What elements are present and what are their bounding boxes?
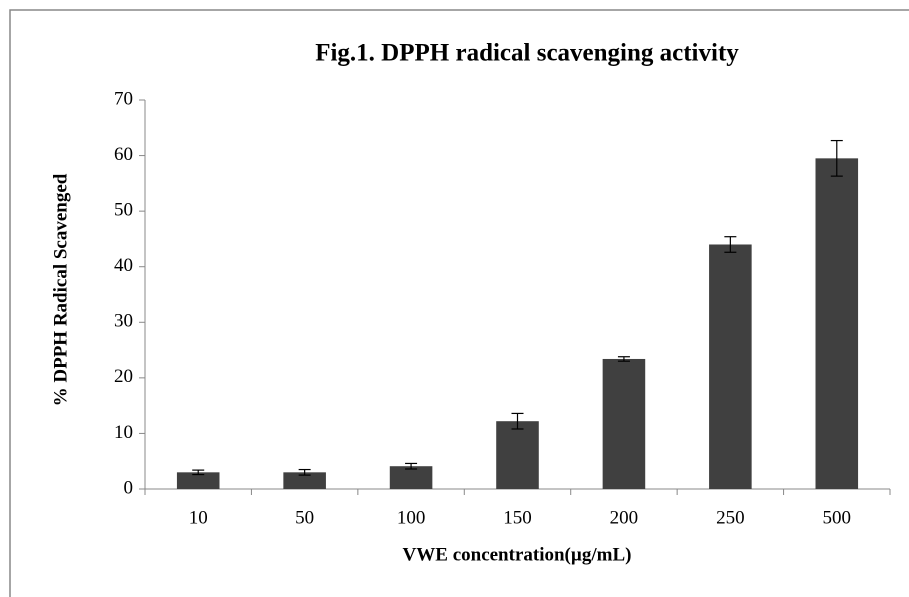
bar: [283, 472, 326, 489]
y-tick-label: 0: [124, 477, 134, 498]
y-tick-label: 70: [114, 88, 133, 109]
bar: [602, 358, 646, 489]
x-tick-label: 50: [295, 507, 314, 528]
y-tick-label: 60: [114, 144, 133, 165]
bar: [389, 466, 433, 489]
bar: [176, 472, 220, 489]
bar: [709, 244, 752, 489]
bar: [496, 421, 539, 489]
x-tick-label: 200: [610, 507, 639, 528]
x-tick-label: 100: [397, 507, 426, 528]
y-tick-label: 50: [114, 200, 133, 221]
y-tick-label: 10: [114, 422, 133, 443]
y-tick-label: 20: [114, 366, 133, 387]
x-axis-title: VWE concentration(µg/mL): [403, 544, 632, 565]
chart-frame: [9, 9, 909, 597]
x-tick-label: 250: [716, 507, 745, 528]
y-tick-label: 30: [114, 311, 133, 332]
y-axis-title: % DPPH Radical Scavenged: [50, 173, 71, 406]
x-tick-label: 10: [189, 507, 208, 528]
y-tick-label: 40: [114, 255, 133, 276]
chart-title: Fig.1. DPPH radical scavenging activity: [315, 40, 739, 67]
x-tick-label: 150: [503, 507, 532, 528]
x-tick-label: 500: [823, 507, 852, 528]
bar: [815, 158, 859, 489]
